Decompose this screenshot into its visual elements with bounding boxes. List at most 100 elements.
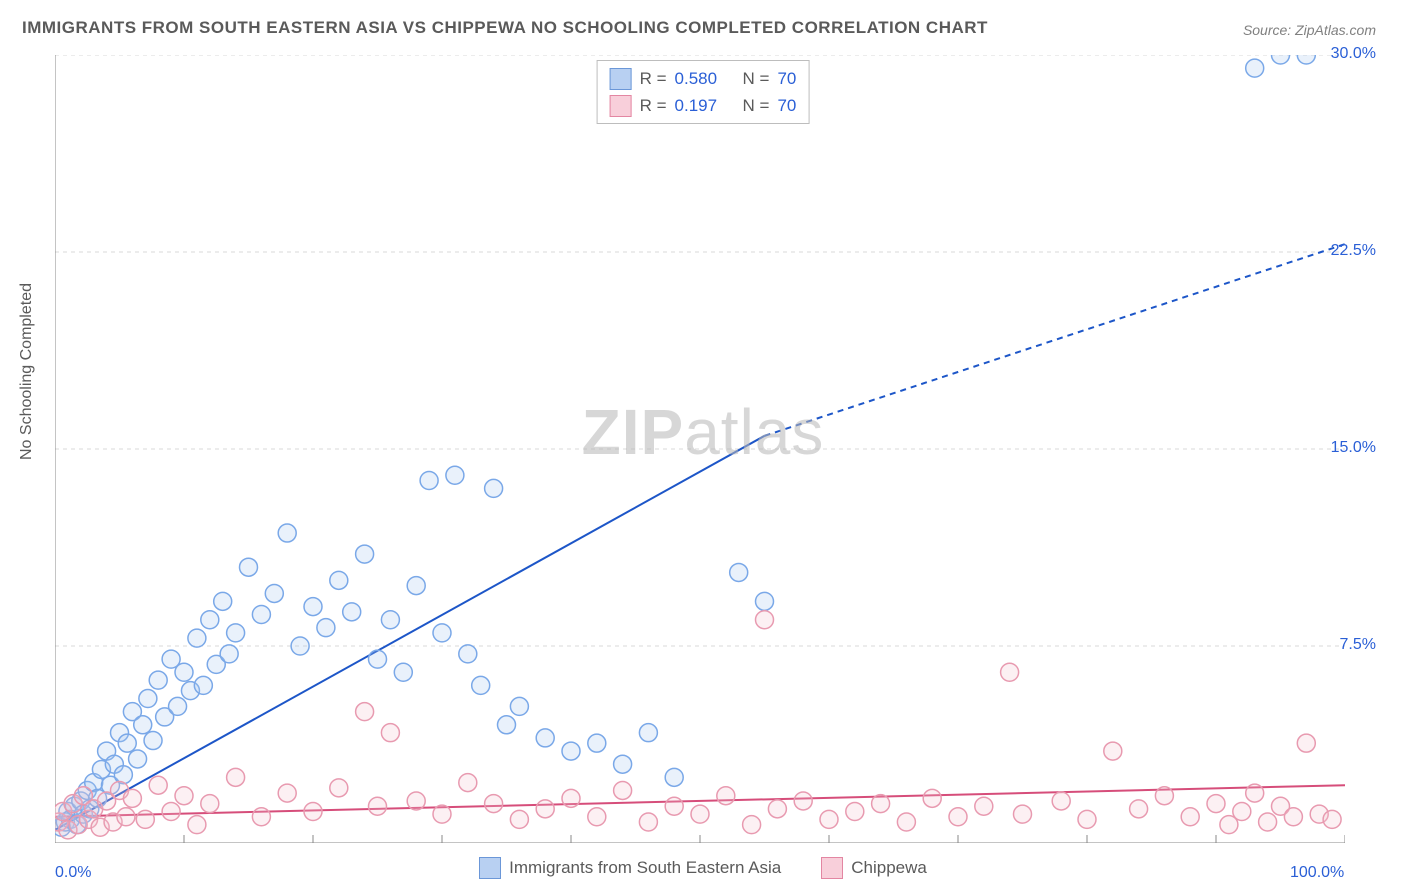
scatter-point (846, 802, 864, 820)
scatter-point (144, 732, 162, 750)
n-label: N = (743, 65, 770, 92)
scatter-point (201, 611, 219, 629)
scatter-point (330, 571, 348, 589)
scatter-point (265, 584, 283, 602)
scatter-point (614, 755, 632, 773)
scatter-point (139, 690, 157, 708)
scatter-point (188, 629, 206, 647)
scatter-point (381, 611, 399, 629)
scatter-point (743, 816, 761, 834)
legend-swatch (610, 68, 632, 90)
scatter-point (136, 810, 154, 828)
legend-label: Immigrants from South Eastern Asia (509, 858, 781, 878)
scatter-point (252, 808, 270, 826)
scatter-point (730, 563, 748, 581)
scatter-point (227, 624, 245, 642)
scatter-point (240, 558, 258, 576)
scatter-point (188, 816, 206, 834)
scatter-point (975, 797, 993, 815)
scatter-point (756, 592, 774, 610)
scatter-point (1246, 784, 1264, 802)
n-value: 70 (777, 65, 796, 92)
legend-swatch (479, 857, 501, 879)
scatter-point (369, 797, 387, 815)
scatter-point (768, 800, 786, 818)
scatter-point (1014, 805, 1032, 823)
scatter-point (872, 795, 890, 813)
r-value: 0.580 (675, 65, 718, 92)
scatter-point (665, 797, 683, 815)
chart-title: IMMIGRANTS FROM SOUTH EASTERN ASIA VS CH… (22, 18, 988, 38)
scatter-point (459, 774, 477, 792)
scatter-point (1233, 802, 1251, 820)
scatter-point (278, 524, 296, 542)
scatter-point (446, 466, 464, 484)
scatter-point (639, 813, 657, 831)
scatter-point (1207, 795, 1225, 813)
scatter-point (1297, 734, 1315, 752)
scatter-point (1259, 813, 1277, 831)
scatter-point (201, 795, 219, 813)
scatter-point (175, 787, 193, 805)
scatter-point (356, 545, 374, 563)
legend-item: Chippewa (821, 857, 927, 879)
scatter-point (123, 789, 141, 807)
series-legend: Immigrants from South Eastern Asia Chipp… (0, 857, 1406, 884)
scatter-point (536, 729, 554, 747)
scatter-point (407, 577, 425, 595)
scatter-point (394, 663, 412, 681)
scatter-point (194, 676, 212, 694)
scatter-point (317, 619, 335, 637)
scatter-point (485, 479, 503, 497)
scatter-point (1323, 810, 1341, 828)
scatter-point (356, 703, 374, 721)
scatter-point (1297, 55, 1315, 64)
x-tick-min: 0.0% (55, 864, 91, 882)
r-label: R = (640, 65, 667, 92)
scatter-point (304, 598, 322, 616)
scatter-point (510, 810, 528, 828)
scatter-point (562, 789, 580, 807)
y-tick: 30.0% (1331, 45, 1376, 63)
scatter-point (614, 781, 632, 799)
scatter-point (1052, 792, 1070, 810)
scatter-point (291, 637, 309, 655)
scatter-point (820, 810, 838, 828)
scatter-point (1272, 55, 1290, 64)
scatter-point (897, 813, 915, 831)
legend-item: Immigrants from South Eastern Asia (479, 857, 781, 879)
scatter-point (1246, 59, 1264, 77)
scatter-point (129, 750, 147, 768)
scatter-point (1078, 810, 1096, 828)
legend-row: R = 0.580 N = 70 (610, 65, 797, 92)
scatter-point (1104, 742, 1122, 760)
r-value: 0.197 (675, 92, 718, 119)
scatter-point (149, 671, 167, 689)
scatter-point (1181, 808, 1199, 826)
scatter-point (665, 768, 683, 786)
scatter-point (227, 768, 245, 786)
scatter-point (278, 784, 296, 802)
scatter-chart (55, 55, 1345, 843)
scatter-point (343, 603, 361, 621)
y-axis-label: No Schooling Completed (18, 283, 36, 460)
scatter-point (691, 805, 709, 823)
legend-swatch (821, 857, 843, 879)
y-tick: 22.5% (1331, 242, 1376, 260)
correlation-legend: R = 0.580 N = 70 R = 0.197 N = 70 (597, 60, 810, 124)
scatter-point (536, 800, 554, 818)
scatter-point (923, 789, 941, 807)
scatter-point (794, 792, 812, 810)
scatter-point (588, 808, 606, 826)
scatter-point (717, 787, 735, 805)
scatter-point (304, 802, 322, 820)
scatter-point (588, 734, 606, 752)
scatter-point (220, 645, 238, 663)
scatter-point (433, 624, 451, 642)
scatter-point (407, 792, 425, 810)
scatter-point (1001, 663, 1019, 681)
scatter-point (117, 808, 135, 826)
scatter-point (498, 716, 516, 734)
scatter-point (214, 592, 232, 610)
scatter-point (949, 808, 967, 826)
